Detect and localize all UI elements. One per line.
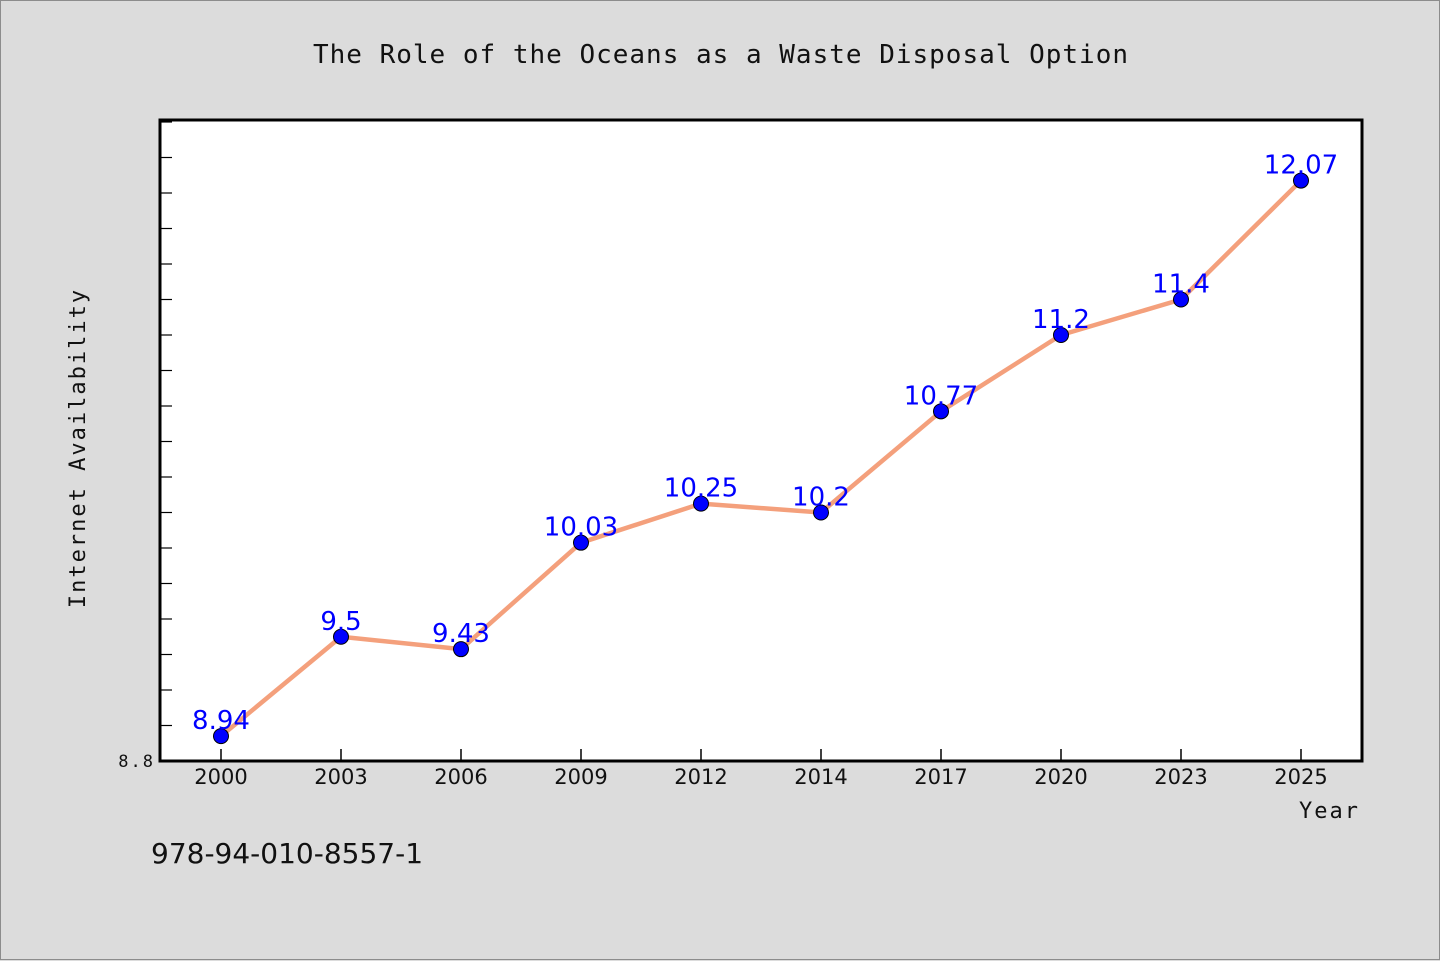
data-point bbox=[1293, 172, 1309, 189]
plot-area bbox=[158, 118, 1364, 763]
x-tick-label: 2023 bbox=[1154, 765, 1207, 789]
data-point bbox=[693, 495, 709, 512]
x-tick-label: 2003 bbox=[314, 765, 367, 789]
chart-title: The Role of the Oceans as a Waste Dispos… bbox=[313, 40, 1129, 70]
x-axis-label: Year bbox=[1299, 799, 1360, 824]
series-layer: 8.94 9.5 9.43 10.03 10.25 10.2 10.77 11.2 11.4 12… bbox=[192, 151, 1338, 745]
x-tick-label: 2012 bbox=[674, 765, 727, 789]
data-point bbox=[1173, 291, 1189, 308]
x-axis-ticks: 2000 2003 2006 2009 2012 2014 2017 2020 2023 2025 bbox=[194, 749, 1328, 789]
data-point bbox=[453, 641, 469, 658]
isbn-text: 978-94-010-8557-1 bbox=[151, 837, 423, 870]
data-label: 10.03 bbox=[544, 513, 618, 543]
data-label: 10.25 bbox=[664, 474, 738, 504]
data-point bbox=[933, 403, 949, 420]
y-axis-ticks: 8.8 bbox=[118, 121, 172, 772]
series-line bbox=[218, 178, 1304, 739]
x-tick-label: 2025 bbox=[1274, 765, 1327, 789]
data-point bbox=[573, 534, 589, 551]
data-label: 11.2 bbox=[1032, 305, 1090, 335]
data-label: 10.77 bbox=[904, 381, 978, 411]
y-tick-label: 8.8 bbox=[118, 752, 155, 772]
data-point bbox=[1053, 327, 1069, 343]
x-tick-label: 2000 bbox=[194, 765, 247, 789]
x-tick-label: 2006 bbox=[434, 765, 487, 789]
data-label: 8.94 bbox=[192, 706, 250, 736]
data-label: 12.07 bbox=[1264, 151, 1338, 181]
x-tick-label: 2017 bbox=[914, 765, 967, 789]
x-tick-label: 2009 bbox=[554, 765, 607, 789]
data-label: 9.5 bbox=[320, 607, 361, 637]
data-label: 9.43 bbox=[432, 619, 490, 649]
y-axis-label: Internet Availability bbox=[66, 288, 91, 608]
x-tick-label: 2020 bbox=[1034, 765, 1087, 789]
data-point bbox=[333, 628, 349, 645]
x-tick-label: 2014 bbox=[794, 765, 847, 789]
data-point bbox=[213, 728, 229, 745]
data-label: 11.4 bbox=[1152, 270, 1210, 300]
data-label: 10.2 bbox=[792, 483, 850, 513]
data-point bbox=[813, 504, 829, 521]
